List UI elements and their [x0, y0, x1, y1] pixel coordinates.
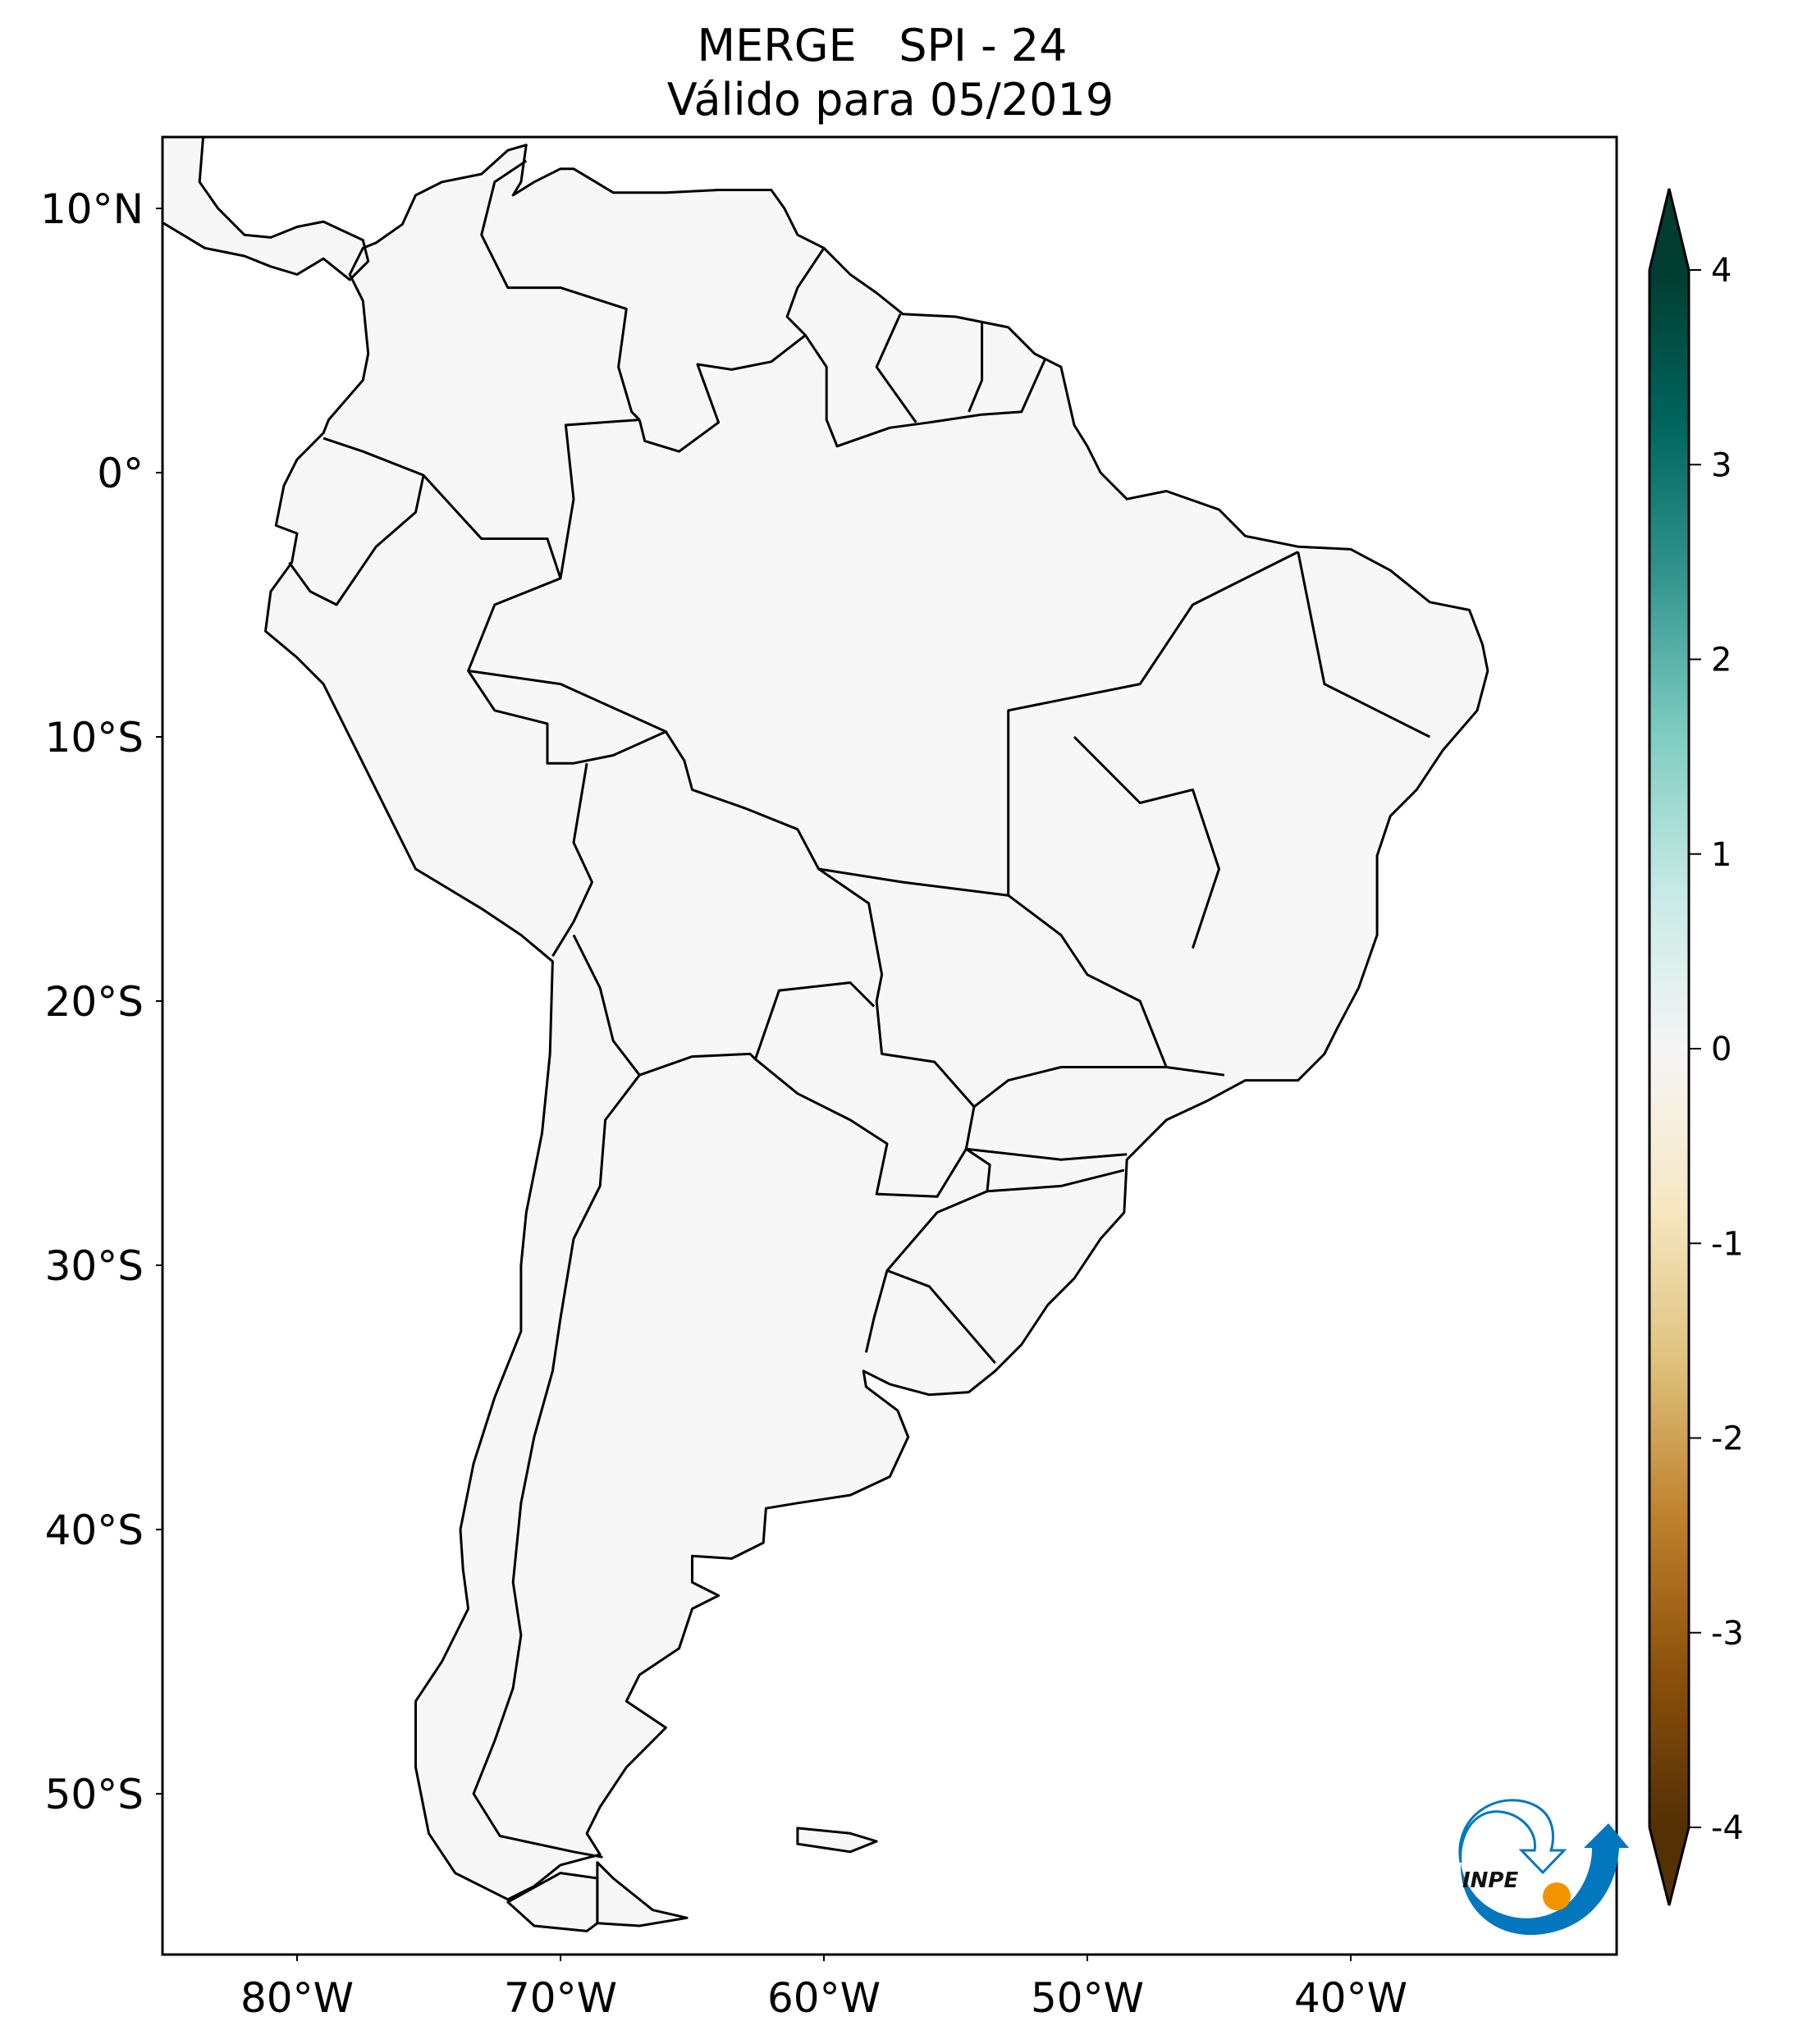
colorbar-tick-label: 4 — [1711, 252, 1732, 290]
inpe-logo: INPE — [1458, 1799, 1629, 1936]
colorbar: 4 3 2 1 0 -1 -2 -3 -4 — [1648, 188, 1744, 1906]
logo-orange-sun — [1543, 1882, 1571, 1910]
x-tick-label: 50°W — [1031, 1974, 1144, 2022]
x-tick-label: 60°W — [767, 1974, 881, 2022]
colorbar-tick-label: 2 — [1711, 642, 1732, 679]
colorbar-tick-label: -1 — [1711, 1225, 1744, 1263]
country-borders — [288, 159, 1430, 1859]
border-line — [572, 934, 641, 1077]
logo-blue-arrow — [1460, 1823, 1629, 1936]
y-tick-label: 30°S — [45, 1242, 144, 1290]
y-tick-label: 50°S — [45, 1771, 144, 1818]
colorbar-tick-label: -4 — [1711, 1809, 1744, 1847]
colorbar-extend-max — [1649, 189, 1689, 270]
colorbar-tick-label: -3 — [1711, 1615, 1744, 1653]
border-line — [468, 670, 667, 733]
y-tick-label: 40°S — [45, 1507, 144, 1554]
border-line — [323, 437, 562, 579]
border-line — [973, 1066, 1167, 1108]
land-polygon — [507, 1873, 597, 1932]
logo-outer-swirl — [1458, 1799, 1567, 1875]
border-line — [1297, 551, 1430, 738]
coastline — [162, 137, 370, 281]
colorbar-tick-label: 3 — [1711, 446, 1732, 484]
x-axis: 80°W 70°W 60°W 50°W 40°W — [240, 1955, 1407, 2022]
border-line — [785, 247, 826, 336]
land-polygon — [265, 144, 1488, 1900]
colorbar-extend-min — [1649, 1827, 1689, 1905]
border-line — [754, 981, 876, 1060]
colorbar-tick-label: 0 — [1711, 1031, 1732, 1068]
border-line — [638, 1052, 757, 1077]
colorbar-tick-label: 1 — [1711, 836, 1732, 874]
border-line — [986, 1168, 1125, 1193]
border-line — [1007, 551, 1299, 896]
map-area — [162, 137, 1489, 1932]
y-tick-label: 0° — [97, 450, 144, 497]
land-polygon — [162, 137, 368, 280]
coastline — [796, 1827, 878, 1854]
y-tick-label: 20°S — [45, 978, 144, 1026]
coastline — [264, 144, 1489, 1901]
y-axis: 10°N 0° 10°S 20°S 30°S 40°S 50°S — [40, 185, 162, 1818]
border-line — [472, 1074, 641, 1859]
coastline — [506, 1872, 599, 1932]
logo-text: INPE — [1462, 1868, 1518, 1893]
border-line — [968, 322, 984, 413]
land-fill — [162, 137, 1488, 1932]
border-line — [480, 159, 641, 421]
border-line — [818, 867, 1225, 1077]
colorbar-gradient — [1649, 270, 1689, 1827]
land-polygon — [597, 1862, 688, 1926]
border-line — [551, 762, 593, 958]
border-line — [288, 474, 425, 606]
border-line — [467, 418, 996, 1365]
border-line — [1073, 735, 1220, 949]
coastlines — [162, 137, 1489, 1932]
chart-subtitle: Válido para 05/2019 — [667, 74, 1114, 126]
plot-frame — [161, 135, 1618, 1956]
x-tick-label: 80°W — [240, 1974, 354, 2022]
border-line — [864, 1270, 889, 1353]
y-tick-label: 10°S — [45, 714, 144, 761]
border-line — [638, 334, 1046, 453]
y-tick-label: 10°N — [40, 185, 144, 233]
x-tick-label: 70°W — [504, 1974, 617, 2022]
border-line — [875, 313, 917, 423]
chart-title: MERGE SPI - 24 — [698, 20, 1068, 71]
border-line — [754, 1058, 968, 1198]
border-line — [966, 1147, 1128, 1161]
colorbar-tick-label: -2 — [1711, 1420, 1744, 1458]
x-tick-label: 40°W — [1294, 1974, 1407, 2022]
